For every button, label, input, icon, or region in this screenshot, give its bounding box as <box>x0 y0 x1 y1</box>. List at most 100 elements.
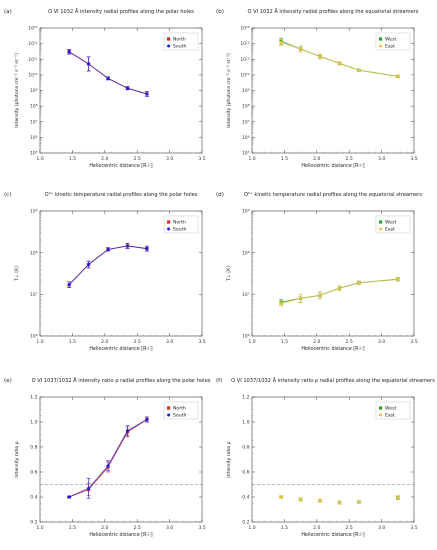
data-point <box>337 286 341 290</box>
data-point <box>125 244 129 248</box>
y-tick-label: 1.0 <box>242 420 249 426</box>
legend-box <box>375 32 411 51</box>
chart-panel-c: (c) O⁵⁺ kinetic temperature radial profil… <box>4 192 206 352</box>
x-tick-label: 1.5 <box>69 156 76 162</box>
chart-title: O VI 1037/1032 Å intensity ratio ρ radia… <box>32 377 211 384</box>
series-line <box>281 41 398 77</box>
series-line <box>68 245 147 286</box>
data-point <box>279 495 283 499</box>
y-tick-label: 0.2 <box>242 520 249 526</box>
y-tick-label: 10⁶ <box>242 334 250 340</box>
x-tick-label: 1.5 <box>281 339 288 345</box>
x-tick-label: 2.0 <box>313 156 320 162</box>
data-point <box>87 486 91 490</box>
legend-entry: East <box>385 44 395 50</box>
x-tick-label: 2.5 <box>346 156 353 162</box>
legend-entry: North <box>173 406 186 412</box>
x-tick-label: 1.5 <box>69 339 76 345</box>
series-north <box>67 49 149 97</box>
y-axis-label: Intensity ratio ρ <box>226 441 232 478</box>
panel-label: (c) <box>4 192 11 198</box>
data-point <box>279 40 283 44</box>
series-south <box>67 49 149 97</box>
series-west <box>279 277 400 305</box>
legend-entry: North <box>173 220 186 226</box>
series-line <box>68 419 148 498</box>
chart-title: O VI 1032 Å intensity radial profiles al… <box>48 8 194 15</box>
data-point <box>279 302 283 306</box>
y-tick-label: 10¹³ <box>240 26 249 32</box>
panel-label: (b) <box>216 9 224 15</box>
x-tick-label: 3.0 <box>378 525 385 531</box>
x-tick-label: 3.0 <box>166 156 173 162</box>
y-axis-label: T⊥ [K] <box>226 266 232 282</box>
y-tick-label: 10⁹ <box>30 209 38 215</box>
x-tick-label: 2.5 <box>346 339 353 345</box>
y-tick-label: 10⁸ <box>30 104 38 110</box>
x-tick-label: 3.5 <box>410 156 417 162</box>
legend-box <box>375 401 411 420</box>
data-point <box>67 50 71 54</box>
x-axis-label: Heliocentric distance [R☉] <box>301 532 364 538</box>
x-tick-label: 1.0 <box>248 156 255 162</box>
chart-title: O⁵⁺ kinetic temperature radial profiles … <box>244 192 422 198</box>
data-point <box>318 54 322 58</box>
x-tick-label: 3.5 <box>198 525 205 531</box>
panel-label: (f) <box>216 378 222 384</box>
chart-panel-e: (e) O VI 1037/1032 Å intensity ratio ρ ra… <box>4 377 211 538</box>
y-tick-label: 10¹¹ <box>28 57 37 63</box>
chart-title: O VI 1032 Å intensity radial profiles al… <box>248 8 419 15</box>
y-tick-label: 10¹² <box>240 41 249 47</box>
y-tick-label: 10⁷ <box>30 119 38 125</box>
legend-entry: South <box>173 413 186 419</box>
x-tick-label: 1.0 <box>248 339 255 345</box>
x-tick-label: 1.0 <box>36 525 43 531</box>
y-tick-label: 10¹¹ <box>240 57 249 63</box>
y-tick-label: 10⁹ <box>30 88 38 94</box>
legend-marker <box>379 406 383 410</box>
legend-marker <box>379 37 383 41</box>
data-point <box>337 61 341 65</box>
x-tick-label: 2.0 <box>101 339 108 345</box>
panel-label: (e) <box>4 378 12 384</box>
legend-entry: North <box>173 37 186 43</box>
y-axis-label: Intensity [photons cm⁻² s⁻¹ sr⁻¹] <box>226 53 232 128</box>
y-axis-label: Intensity [photons cm⁻² s⁻¹ sr⁻¹] <box>14 53 20 128</box>
panel-label: (d) <box>216 192 224 198</box>
x-tick-label: 2.0 <box>101 156 108 162</box>
legend-marker <box>167 406 171 410</box>
data-point <box>145 247 149 251</box>
legend-entry: South <box>173 44 186 50</box>
chart-title: O VI 1037/1032 Å intensity ratio ρ radia… <box>231 377 435 384</box>
legend-entry: West <box>385 37 396 43</box>
legend-entry: East <box>385 227 395 233</box>
data-point <box>396 496 400 500</box>
data-point <box>106 464 110 468</box>
y-tick-label: 10¹⁰ <box>240 72 249 78</box>
series-line <box>68 51 148 95</box>
x-tick-label: 3.0 <box>378 156 385 162</box>
data-point <box>67 283 71 287</box>
data-point <box>357 68 361 72</box>
data-point <box>67 495 71 499</box>
data-point <box>357 500 361 504</box>
x-tick-label: 2.0 <box>313 339 320 345</box>
legend-marker <box>379 44 383 48</box>
series-north <box>67 416 149 499</box>
y-tick-label: 10⁵ <box>242 151 250 157</box>
legend-marker <box>167 44 171 48</box>
y-axis-label: Intensity ratio ρ <box>14 441 20 478</box>
x-axis-label: Heliocentric distance [R☉] <box>301 163 364 169</box>
legend-marker <box>167 227 171 231</box>
y-tick-label: 0.6 <box>242 470 249 476</box>
data-point <box>396 277 400 281</box>
chart-panel-b: (b) O VI 1032 Å intensity radial profiles… <box>216 8 419 169</box>
data-point <box>396 74 400 78</box>
data-point <box>106 76 110 80</box>
